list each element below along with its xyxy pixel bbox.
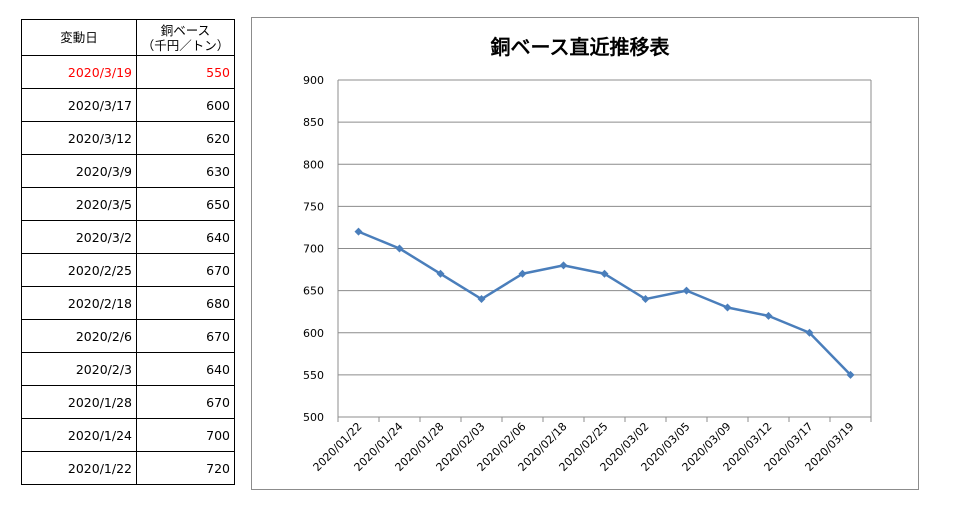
- y-tick-label: 650: [303, 285, 324, 298]
- row-date: 2020/3/12: [21, 121, 137, 155]
- table-row: 2020/2/25 670: [21, 253, 235, 287]
- row-date: 2020/1/24: [21, 418, 137, 452]
- table-header-row: 変動日 銅ベース （千円／トン）: [21, 19, 235, 56]
- header-price: 銅ベース （千円／トン）: [136, 19, 235, 56]
- table-row: 2020/2/18 680: [21, 286, 235, 320]
- row-value: 640: [136, 220, 235, 254]
- chart-title: 銅ベース直近推移表: [491, 35, 671, 59]
- table-row: 2020/3/17 600: [21, 88, 235, 122]
- data-point: [600, 269, 609, 278]
- row-value: 680: [136, 286, 235, 320]
- row-date: 2020/1/22: [21, 451, 137, 485]
- y-tick-label: 750: [303, 200, 324, 213]
- series-line: [358, 230, 852, 376]
- chart-area: 銅ベース直近推移表 500 550 600 650 700 750 800 850 900 2020…: [251, 17, 919, 490]
- row-date: 2020/1/28: [21, 385, 137, 419]
- table-row: 2020/1/24 700: [21, 418, 235, 452]
- table-row: 2020/2/3 640: [21, 352, 235, 386]
- data-point: [764, 311, 773, 320]
- data-point: [354, 227, 363, 236]
- data-point: [805, 328, 814, 337]
- data-point: [682, 286, 691, 295]
- header-price-line2: （千円／トン）: [141, 37, 230, 53]
- y-tick-label: 850: [303, 116, 324, 129]
- row-date: 2020/3/5: [21, 187, 137, 221]
- header-date: 変動日: [21, 19, 137, 56]
- table-row: 2020/3/19 550: [21, 55, 235, 89]
- table-row: 2020/3/5 650: [21, 187, 235, 221]
- row-value: 670: [136, 385, 235, 419]
- row-date: 2020/3/19: [21, 55, 137, 89]
- y-tick-label: 800: [303, 158, 324, 171]
- header-price-line1: 銅ベース: [160, 22, 211, 38]
- data-point: [395, 244, 404, 253]
- data-point: [518, 269, 527, 278]
- y-tick-label: 600: [303, 327, 324, 340]
- data-point: [846, 370, 855, 379]
- row-date: 2020/3/17: [21, 88, 137, 122]
- row-value: 640: [136, 352, 235, 386]
- data-point: [641, 295, 650, 304]
- row-value: 650: [136, 187, 235, 221]
- row-value: 670: [136, 253, 235, 287]
- row-value: 700: [136, 418, 235, 452]
- row-date: 2020/2/18: [21, 286, 137, 320]
- table-row: 2020/3/12 620: [21, 121, 235, 155]
- y-tick-label: 900: [303, 74, 324, 87]
- table-row: 2020/3/2 640: [21, 220, 235, 254]
- data-point: [436, 269, 445, 278]
- data-point: [477, 295, 486, 304]
- line-chart: 銅ベース直近推移表5005506006507007508008509002020…: [303, 35, 872, 474]
- row-value: 620: [136, 121, 235, 155]
- table-row: 2020/2/6 670: [21, 319, 235, 353]
- row-date: 2020/2/3: [21, 352, 137, 386]
- row-date: 2020/3/2: [21, 220, 137, 254]
- row-date: 2020/2/25: [21, 253, 137, 287]
- data-point: [723, 303, 732, 312]
- table-row: 2020/3/9 630: [21, 154, 235, 188]
- row-value: 550: [136, 55, 235, 89]
- row-value: 630: [136, 154, 235, 188]
- row-date: 2020/2/6: [21, 319, 137, 353]
- price-table: 変動日 銅ベース （千円／トン） 2020/3/19 550 2020/3/17 60…: [21, 19, 235, 485]
- y-tick-label: 500: [303, 411, 324, 424]
- row-value: 670: [136, 319, 235, 353]
- row-value: 720: [136, 451, 235, 485]
- row-value: 600: [136, 88, 235, 122]
- y-tick-label: 550: [303, 369, 324, 382]
- data-point: [559, 261, 568, 270]
- y-tick-label: 700: [303, 243, 324, 256]
- table-row: 2020/1/28 670: [21, 385, 235, 419]
- row-date: 2020/3/9: [21, 154, 137, 188]
- table-row: 2020/1/22 720: [21, 451, 235, 485]
